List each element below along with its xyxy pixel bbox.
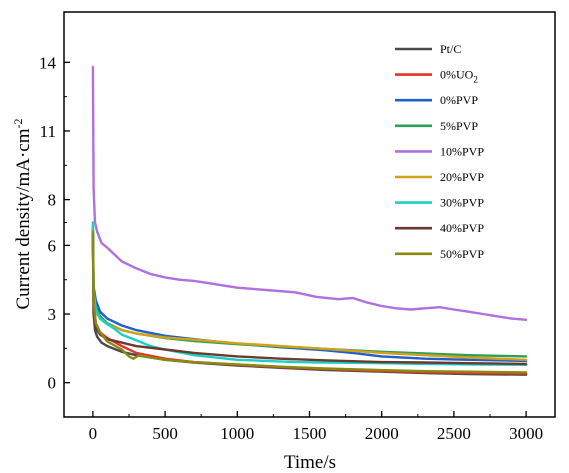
legend-label-text: 0%UO — [440, 68, 474, 82]
y-tick-label: 14 — [39, 53, 57, 72]
legend-label: 30%PVP — [440, 196, 484, 210]
y-tick-label: 6 — [48, 236, 57, 255]
legend-label-text: 5%PVP — [440, 119, 478, 133]
legend-label-text: 10%PVP — [440, 144, 484, 158]
x-tick-label: 0 — [89, 424, 98, 443]
legend-label-text: 20%PVP — [440, 170, 484, 184]
legend-label-text: 30%PVP — [440, 196, 484, 210]
x-tick-label: 2000 — [365, 424, 399, 443]
series-line-40-pvp — [91, 232, 528, 366]
series-layer — [91, 65, 528, 376]
y-tick-label: 0 — [48, 374, 57, 393]
axes-layer: 0 500 1000 1500 2000 2500 3000 0 3 6 8 11 14 — [39, 53, 543, 443]
x-tick-label: 1000 — [220, 424, 254, 443]
series-line-50-pvp — [91, 230, 528, 374]
legend-label: 40%PVP — [440, 221, 484, 235]
legend-label: 5%PVP — [440, 119, 478, 133]
legend-label: 0%PVP — [440, 93, 478, 107]
legend-label-text: 50%PVP — [440, 247, 484, 261]
y-axis-title-sup: -2 — [11, 119, 25, 129]
x-tick-label: 500 — [152, 424, 178, 443]
legend-label-text: 40%PVP — [440, 221, 484, 235]
y-tick-label: 11 — [40, 122, 56, 141]
legend: Pt/C0%UO20%PVP5%PVP10%PVP20%PVP30%PVP40%… — [395, 42, 484, 261]
y-tick-label: 8 — [48, 191, 57, 210]
legend-label: 0%UO2 — [440, 68, 478, 85]
x-tick-label: 1500 — [293, 424, 327, 443]
legend-label-text: Pt/C — [440, 42, 461, 56]
y-tick-label: 3 — [48, 305, 57, 324]
legend-label-text: 0%PVP — [440, 93, 478, 107]
legend-label-sub: 2 — [473, 75, 478, 85]
x-axis-title: Time/s — [284, 452, 336, 473]
legend-label: Pt/C — [440, 42, 461, 56]
legend-label: 10%PVP — [440, 144, 484, 158]
legend-label: 20%PVP — [440, 170, 484, 184]
x-tick-label: 2500 — [437, 424, 471, 443]
legend-label: 50%PVP — [440, 247, 484, 261]
series-line-10-pvp — [91, 65, 528, 321]
series-line-30-pvp — [91, 221, 528, 366]
x-tick-label: 3000 — [509, 424, 543, 443]
y-axis-title-text: Current density/mA·cm — [13, 128, 34, 309]
y-axis-title: Current density/mA·cm-2 — [11, 119, 34, 310]
